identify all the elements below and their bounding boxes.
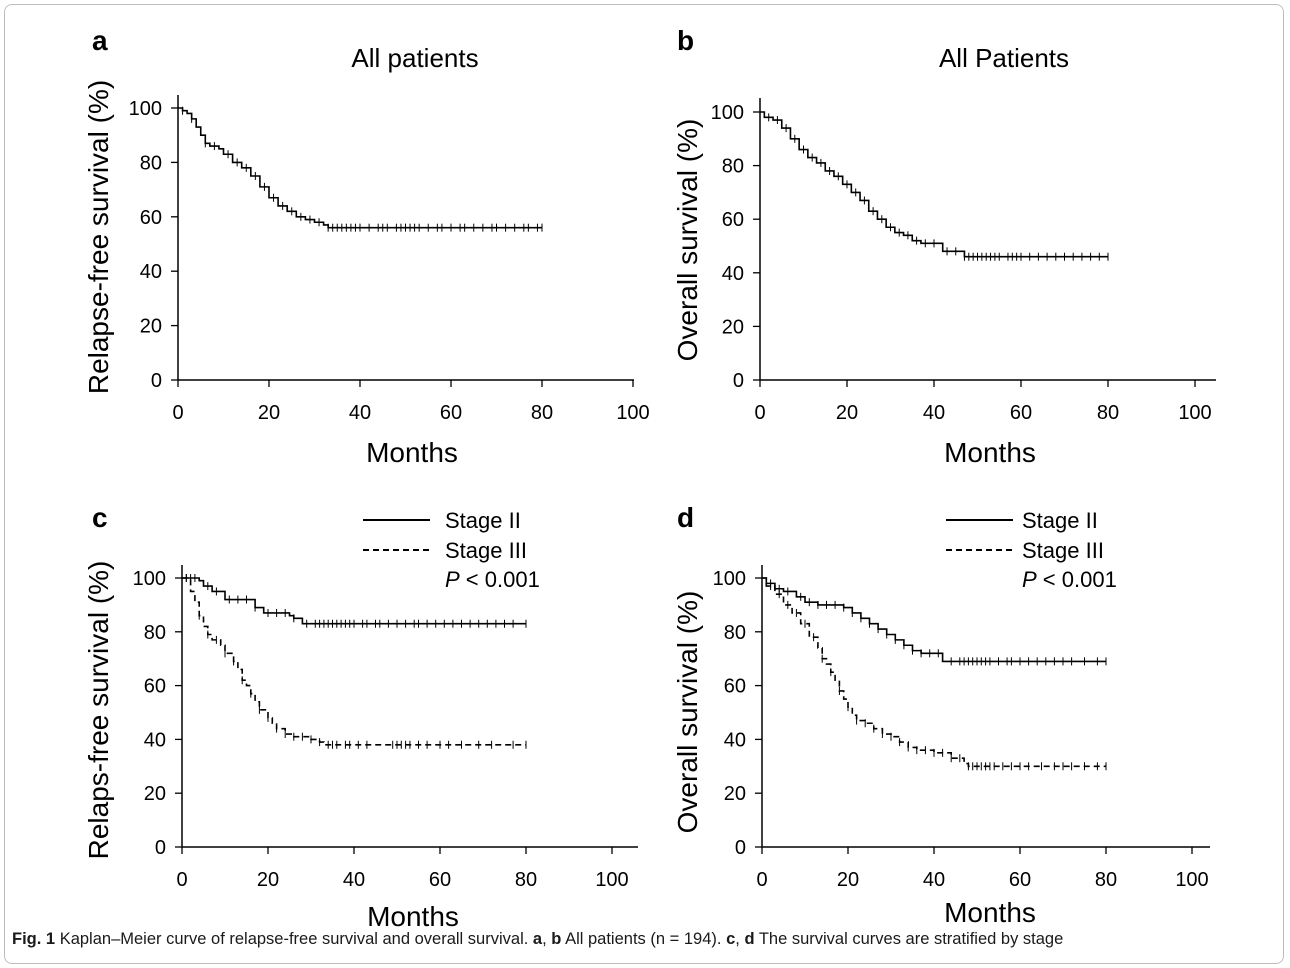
x-tick-label: 60 — [429, 869, 451, 891]
x-tick-label: 20 — [258, 402, 280, 424]
p-value-annotation: P < 0.001 — [1022, 567, 1117, 592]
y-axis-title: Relaps-free survival (%) — [83, 561, 114, 860]
caption-text-2: All patients (n = 194). — [565, 930, 722, 948]
y-tick-label: 40 — [140, 261, 162, 283]
y-tick-label: 100 — [713, 568, 746, 590]
x-tick-label: 0 — [754, 402, 765, 424]
y-tick-label: 20 — [724, 783, 746, 805]
x-tick-label: 100 — [595, 869, 628, 891]
y-tick-label: 80 — [724, 622, 746, 644]
x-tick-label: 0 — [756, 869, 767, 891]
x-axis-title: Months — [367, 901, 459, 932]
y-tick-label: 60 — [722, 209, 744, 231]
x-tick-label: 80 — [515, 869, 537, 891]
x-tick-label: 60 — [1010, 402, 1032, 424]
panel-a: a All patients 0 20 40 60 80 100 0 20 40 60 80 100 Mon… — [83, 25, 650, 468]
x-tick-label: 0 — [176, 869, 187, 891]
caption-ref-b: b — [551, 930, 562, 948]
y-tick-label: 40 — [722, 263, 744, 285]
x-tick-label: 20 — [836, 402, 858, 424]
figure-frame — [4, 4, 1284, 964]
caption-ref-a: a — [532, 930, 543, 948]
x-tick-label: 100 — [616, 402, 649, 424]
panel-letter-d: d — [677, 502, 694, 533]
panel-title-b: All Patients — [939, 43, 1069, 73]
x-tick-label: 60 — [1009, 869, 1031, 891]
caption-label: Fig. 1 — [12, 930, 56, 948]
y-axis-title: Overall survival (%) — [672, 591, 703, 834]
x-axis-title: Months — [366, 437, 458, 468]
x-axis-title: Months — [944, 897, 1036, 928]
caption-ref-c: c — [726, 930, 736, 948]
caption-ref-d: d — [744, 930, 755, 948]
legend-label-0: Stage II — [445, 508, 521, 533]
panel-letter-b: b — [677, 25, 694, 56]
panel-d: d 0 20 40 60 80 100 0 20 40 60 80 100 Months Overall s… — [672, 502, 1210, 928]
panel-title-a: All patients — [351, 43, 478, 73]
figure-caption: Fig. 1 Kaplan–Meier curve of relapse-fre… — [12, 930, 1278, 949]
y-tick-label: 100 — [133, 568, 166, 590]
x-tick-label: 20 — [257, 869, 279, 891]
caption-text-1: Kaplan–Meier curve of relapse-free survi… — [59, 930, 529, 948]
y-tick-label: 60 — [144, 676, 166, 698]
p-value-annotation: P < 0.001 — [445, 567, 540, 592]
x-tick-label: 20 — [837, 869, 859, 891]
panel-letter-c: c — [92, 502, 108, 533]
y-tick-label: 20 — [144, 783, 166, 805]
panel-letter-a: a — [92, 25, 108, 56]
y-tick-label: 0 — [155, 837, 166, 859]
x-tick-label: 80 — [1095, 869, 1117, 891]
y-axis-title: Overall survival (%) — [672, 119, 703, 362]
y-tick-label: 80 — [144, 622, 166, 644]
y-tick-label: 20 — [140, 316, 162, 338]
y-tick-label: 60 — [140, 207, 162, 229]
x-tick-label: 40 — [923, 869, 945, 891]
y-tick-label: 100 — [129, 98, 162, 120]
y-tick-label: 40 — [724, 729, 746, 751]
x-tick-label: 80 — [1097, 402, 1119, 424]
panel-b: b All Patients 0 20 40 60 80 100 0 20 40 60 80 100 Mon… — [672, 25, 1216, 468]
legend-label-1: Stage III — [445, 538, 527, 563]
x-tick-label: 80 — [531, 402, 553, 424]
y-axis-title: Relapse-free survival (%) — [83, 80, 114, 394]
x-tick-label: 40 — [343, 869, 365, 891]
y-tick-label: 100 — [711, 102, 744, 124]
y-tick-label: 60 — [724, 676, 746, 698]
panel-c: c 0 20 40 60 80 100 0 20 40 60 80 100 Months Relaps-fr… — [83, 502, 638, 932]
x-tick-label: 60 — [440, 402, 462, 424]
survival-curve-all — [178, 107, 542, 229]
x-axis-title: Months — [944, 437, 1036, 468]
legend-label-0: Stage II — [1022, 508, 1098, 533]
x-tick-label: 100 — [1178, 402, 1211, 424]
x-tick-label: 100 — [1175, 869, 1208, 891]
caption-text-3: The survival curves are stratified by st… — [758, 930, 1064, 948]
y-tick-label: 0 — [733, 370, 744, 392]
y-tick-label: 20 — [722, 316, 744, 338]
caption-sep-1: , — [542, 930, 547, 948]
x-tick-label: 40 — [349, 402, 371, 424]
x-tick-label: 40 — [923, 402, 945, 424]
y-tick-label: 80 — [140, 152, 162, 174]
survival-curve-all — [760, 111, 1108, 258]
y-tick-label: 80 — [722, 156, 744, 178]
caption-sep-2: , — [735, 930, 740, 948]
y-tick-label: 40 — [144, 729, 166, 751]
y-tick-label: 0 — [151, 370, 162, 392]
legend-label-1: Stage III — [1022, 538, 1104, 563]
survival-curve-stage-iii — [762, 577, 1106, 768]
x-tick-label: 0 — [172, 402, 183, 424]
y-tick-label: 0 — [735, 837, 746, 859]
